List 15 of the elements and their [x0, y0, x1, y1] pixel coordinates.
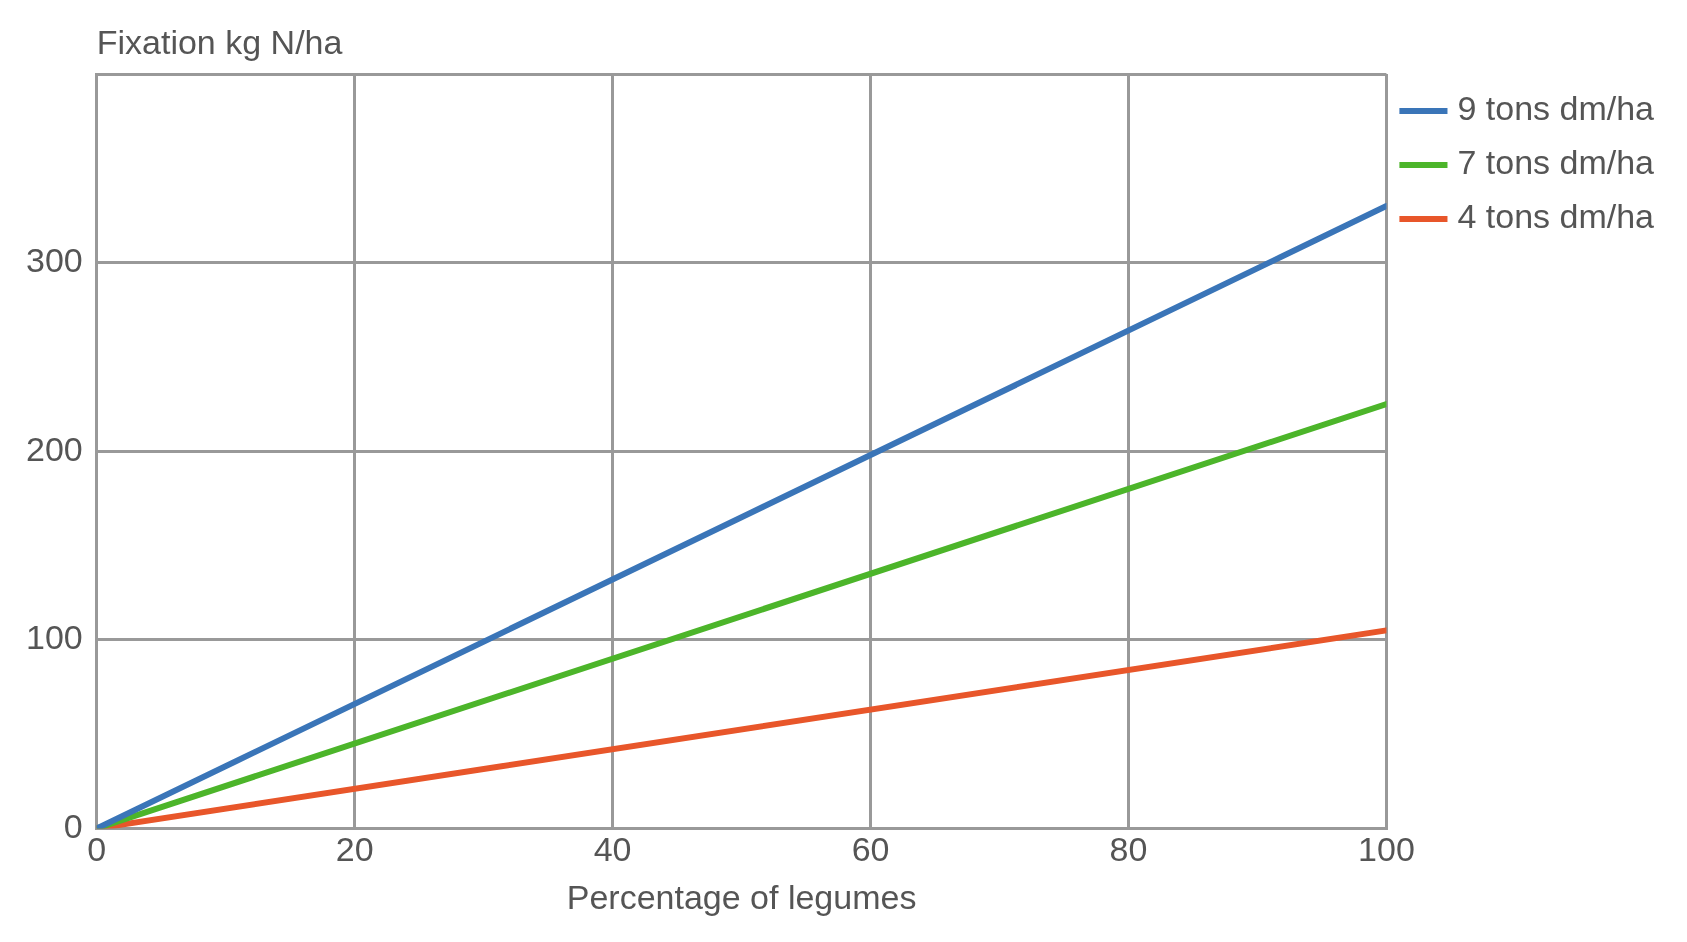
x-tick-label: 80	[1109, 830, 1148, 869]
x-tick-label: 0	[87, 830, 107, 869]
legend-label: 4 tons dm/ha	[1457, 197, 1655, 236]
y-tick-label: 200	[25, 429, 83, 468]
x-tick-label: 20	[335, 830, 374, 869]
y-tick-label: 300	[25, 240, 83, 279]
legend-label: 9 tons dm/ha	[1457, 89, 1655, 128]
y-tick-label: 0	[63, 806, 83, 845]
y-tick-label: 100	[25, 618, 83, 657]
x-tick-label: 60	[851, 830, 890, 869]
y-axis-title: Fixation kg N/ha	[96, 23, 343, 62]
legend-label: 7 tons dm/ha	[1457, 143, 1655, 182]
x-axis-title: Percentage of legumes	[566, 877, 917, 916]
x-tick-label: 100	[1358, 830, 1415, 869]
x-tick-label: 40	[593, 830, 632, 869]
